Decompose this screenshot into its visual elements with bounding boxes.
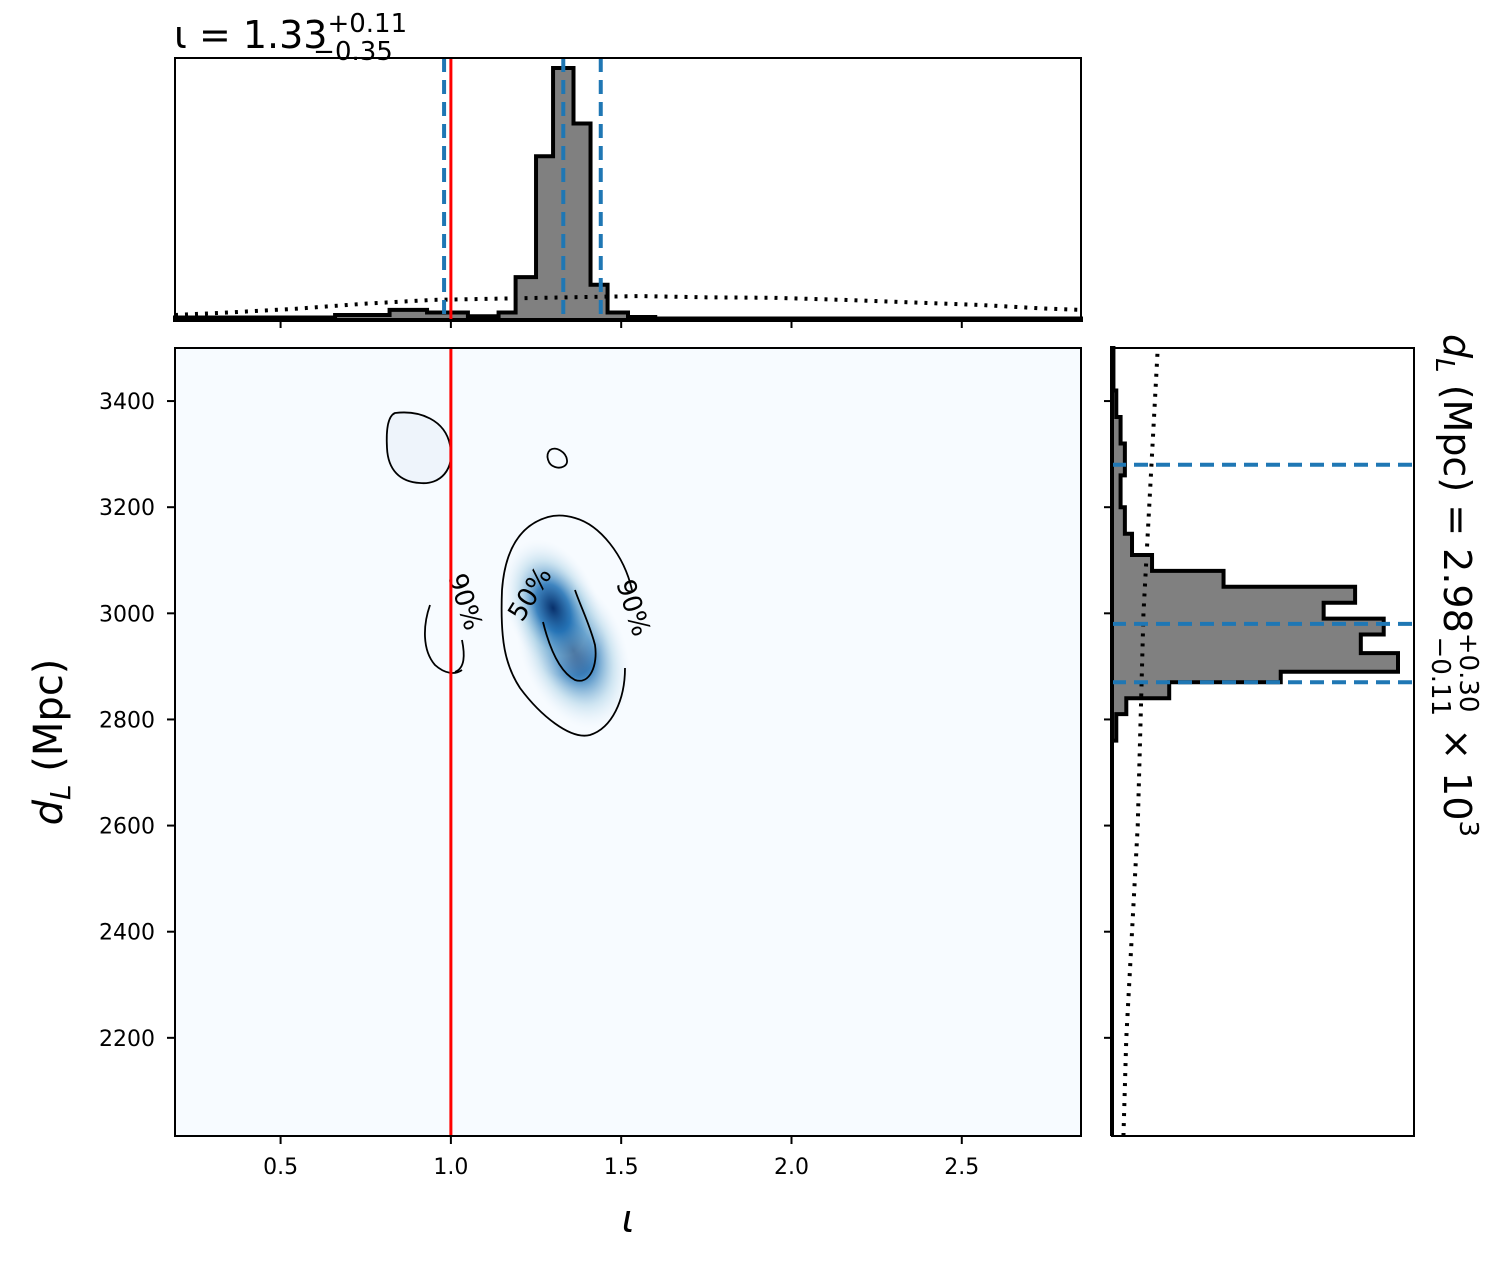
dl-title-sup: +0.30 [1453, 633, 1483, 713]
iota-histogram-bars [173, 66, 1083, 322]
iota-histogram [173, 66, 1083, 322]
iota-tick-label-2: 1.5 [604, 1155, 639, 1180]
contour-island-small [546, 447, 568, 469]
contour-90-main [500, 514, 633, 737]
dl-tick-label-4: 3000 [99, 602, 155, 627]
joint-frame [174, 347, 1082, 1137]
dl-tick-label-2: 2600 [99, 815, 155, 840]
dl-histogram [1110, 346, 1400, 1136]
dl-title-sub: −0.11 [1425, 636, 1455, 716]
joint-posterior-panel: 50% 90% 90% 0.5 1.0 1.5 2.0 2.5 220024002600… [26, 347, 1082, 1241]
iota-tick-label-4: 2.5 [944, 1155, 979, 1180]
dl-quantile-lines [1112, 462, 1414, 685]
heatmap-background [175, 348, 1081, 1136]
dl-tick-label-6: 3400 [99, 390, 155, 415]
iota-title-sup: +0.11 [327, 9, 407, 39]
iota-title-main: ι = 1.33 [174, 13, 327, 57]
y-axis-label: dL (Mpc) [26, 659, 77, 826]
iota-prior-dotted-line [174, 294, 1082, 317]
iota-axis-ticks: 0.5 1.0 1.5 2.0 2.5 [263, 1136, 979, 1180]
iota-tick-label-1: 1.0 [433, 1155, 468, 1180]
iota-marginal-ticks [279, 320, 963, 328]
dl-axis-ticks: 2200 2400 2600 2800 3000 3200 3400 [99, 390, 175, 1052]
iota-title-sub: −0.35 [313, 37, 393, 67]
dl-marginal-frame [1111, 347, 1415, 1137]
dl-marginal-title: dL (Mpc) = 2.98+0.30−0.11 × 103 [1425, 334, 1483, 837]
dl-marginal-ticks [1104, 400, 1112, 1039]
y-axis-label-main: d [26, 799, 72, 825]
density-peak-1 [502, 539, 604, 677]
iota-marginal-panel: ι = 1.33+0.11 −0.35 [173, 9, 1083, 328]
dl-title-factor: × 10 [1435, 716, 1479, 820]
contour-island-left [385, 411, 452, 484]
y-axis-label-unit: (Mpc) [26, 659, 72, 785]
contour-50-main [542, 589, 597, 682]
y-axis-label-sub: L [44, 784, 77, 800]
x-axis-label: ι [622, 1197, 635, 1241]
dl-tick-label-0: 2200 [99, 1027, 155, 1052]
iota-tick-label-3: 2.0 [774, 1155, 809, 1180]
dl-tick-label-1: 2400 [99, 921, 155, 946]
dl-tick-label-3: 2800 [99, 708, 155, 733]
dl-title-text: (Mpc) = 2.98 [1435, 373, 1479, 633]
dl-histogram-bars [1110, 346, 1400, 1136]
dl-marginal-panel: dL (Mpc) = 2.98+0.30−0.11 × 103 [1104, 334, 1483, 1137]
dl-prior-dotted-line [1121, 347, 1160, 1137]
iota-marginal-title: ι = 1.33+0.11 −0.35 [174, 9, 407, 67]
dl-tick-label-5: 3200 [99, 496, 155, 521]
dl-title-sub-letter: L [1429, 358, 1459, 373]
contour-90-left-b [454, 639, 465, 673]
iota-tick-label-0: 0.5 [263, 1155, 298, 1180]
density-heatmap [502, 539, 631, 729]
contour-90-left [424, 604, 463, 674]
iota-marginal-frame [174, 57, 1082, 321]
dl-title-exp: 3 [1453, 821, 1483, 838]
dl-title-main: d [1435, 334, 1479, 359]
